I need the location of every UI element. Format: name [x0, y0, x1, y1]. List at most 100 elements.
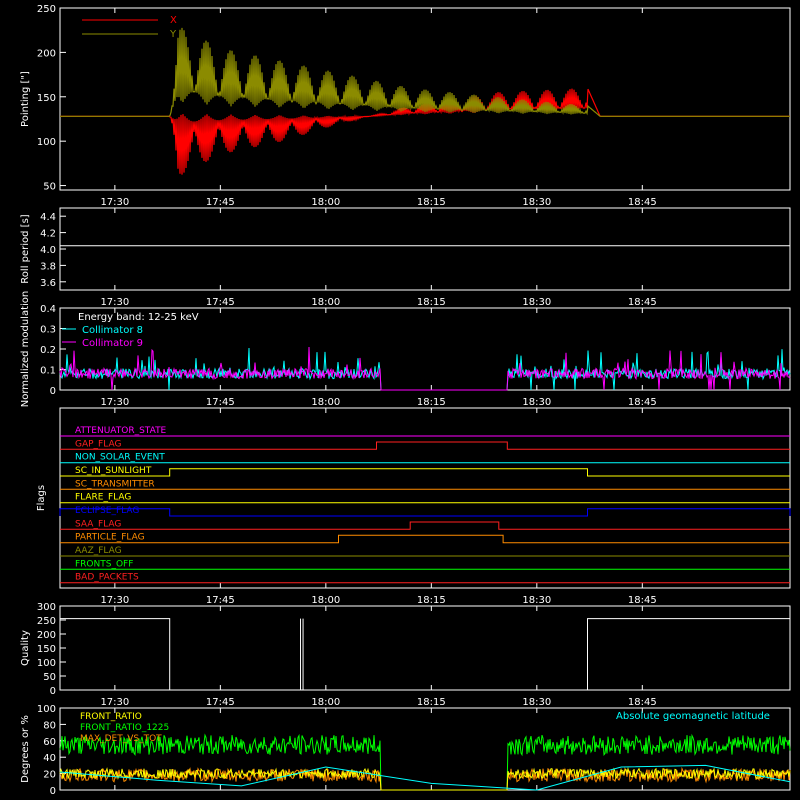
- modulation-ytick-label: 0: [50, 386, 56, 397]
- legend-y-label: Y: [169, 29, 177, 40]
- quality-ytick-label: 200: [37, 630, 56, 641]
- modulation-ylabel: Normalized modulation: [20, 291, 31, 408]
- flag-line-eclipse-flag: [59, 508, 791, 517]
- modulation-time-label: 18:30: [522, 397, 551, 408]
- roll-time-label: 17:30: [100, 297, 129, 308]
- quality-ylabel: Quality: [20, 630, 31, 666]
- ratios-ytick-label: 20: [43, 770, 56, 781]
- ratios-ylabel: Degrees or %: [20, 715, 31, 783]
- flag-line-particle-flag: [60, 534, 790, 544]
- modulation-time-label: 17:30: [100, 397, 129, 408]
- pointing-ytick-label: 100: [37, 137, 56, 148]
- flag-label: AAZ_FLAG: [75, 546, 122, 556]
- roll-ylabel: Roll period [s]: [20, 214, 31, 283]
- flags-time-label: 18:30: [522, 595, 551, 606]
- flags-time-label: 17:45: [206, 595, 235, 606]
- pointing-frame: [59, 7, 791, 191]
- quality-ytick-label: 300: [37, 602, 56, 613]
- modulation-time-label: 18:15: [417, 397, 446, 408]
- ratios-ytick-label: 80: [43, 720, 56, 731]
- pointing-ytick-label: 250: [37, 4, 56, 15]
- quality-ytick-label: 100: [37, 658, 56, 669]
- flag-line-sc-in-sunlight: [60, 468, 790, 477]
- flag-label: ECLIPSE_FLAG: [75, 506, 139, 516]
- flag-label: BAD_PACKETS: [75, 573, 139, 583]
- roll-time-label: 17:45: [206, 297, 235, 308]
- roll-time-label: 18:15: [417, 297, 446, 308]
- quality-ytick-label: 0: [50, 686, 56, 697]
- pointing-ytick-label: 150: [37, 93, 56, 104]
- flags-time-label: 18:45: [628, 595, 657, 606]
- roll-time-label: 18:30: [522, 297, 551, 308]
- quality-time-label: 18:00: [311, 697, 340, 708]
- flags-frame: [59, 407, 791, 589]
- roll-time-label: 18:00: [311, 297, 340, 308]
- pointing-ytick-label: 50: [43, 182, 56, 193]
- quality-time-label: 18:30: [522, 697, 551, 708]
- flag-label: NON_SOLAR_EVENT: [75, 453, 165, 463]
- ratios-ytick-label: 40: [43, 753, 56, 764]
- modulation-time-label: 18:00: [311, 397, 340, 408]
- pointing-time-label: 18:45: [628, 197, 657, 208]
- pointing-time-label: 17:45: [206, 197, 235, 208]
- flag-label: FLARE_FLAG: [75, 493, 131, 503]
- flags-ylabel: Flags: [36, 485, 47, 511]
- pointing-time-label: 18:15: [417, 197, 446, 208]
- roll-ytick-label: 3.6: [40, 278, 56, 289]
- quality-time-label: 17:30: [100, 697, 129, 708]
- flag-line-gap-flag: [60, 441, 790, 450]
- flags-time-label: 17:30: [100, 595, 129, 606]
- ratios-ytick-label: 60: [43, 737, 56, 748]
- pointing-y-series: [60, 27, 790, 117]
- legend-front-ratio-1225: FRONT_RATIO_1225: [80, 723, 169, 733]
- roll-time-label: 18:45: [628, 297, 657, 308]
- modulation-legend-title: Energy band: 12-25 keV: [78, 312, 199, 323]
- modulation-ytick-label: 0.4: [40, 304, 56, 315]
- modulation-ytick-label: 0.1: [40, 366, 56, 377]
- roll-ytick-label: 4.0: [40, 245, 56, 256]
- pointing-time-label: 17:30: [100, 197, 129, 208]
- quality-ytick-label: 150: [37, 644, 56, 655]
- pointing-time-label: 18:30: [522, 197, 551, 208]
- pointing-ytick-label: 200: [37, 48, 56, 59]
- flag-label: SC_IN_SUNLIGHT: [75, 466, 152, 476]
- front-ratio-series: [59, 766, 791, 791]
- ratios-ytick-label: 0: [50, 786, 56, 797]
- roll-ytick-label: 3.8: [40, 261, 56, 272]
- geomagnetic-latitude-line: [59, 764, 791, 791]
- flag-label: SC_TRANSMITTER: [75, 479, 155, 489]
- flag-label: PARTICLE_FLAG: [75, 533, 145, 543]
- quality-time-label: 18:45: [628, 697, 657, 708]
- geomagnetic-latitude-annotation: Absolute geomagnetic latitude: [616, 711, 770, 722]
- modulation-time-label: 17:45: [206, 397, 235, 408]
- quality-ytick-label: 250: [37, 616, 56, 627]
- quality-time-label: 17:45: [206, 697, 235, 708]
- quality-ytick-label: 50: [43, 672, 56, 683]
- legend-max-det: MAX_DET_VS_TOT: [80, 734, 162, 744]
- legend-c8-label: Collimator 8: [82, 325, 143, 336]
- legend-c9-label: Collimator 9: [82, 338, 143, 349]
- modulation-time-label: 18:45: [628, 397, 657, 408]
- modulation-ytick-label: 0.2: [40, 345, 56, 356]
- flags-time-label: 18:15: [417, 595, 446, 606]
- flags-time-label: 18:00: [311, 595, 340, 606]
- quality-time-label: 18:15: [417, 697, 446, 708]
- collimator-9-series: [59, 346, 791, 391]
- pointing-ylabel: Pointing ["]: [20, 71, 31, 127]
- legend-front-ratio: FRONT_RATIO: [80, 712, 142, 722]
- legend-x-label: X: [170, 15, 177, 26]
- roll-ytick-label: 4.4: [40, 212, 56, 223]
- flag-line-saa-flag: [60, 521, 790, 530]
- pointing-time-label: 18:00: [311, 197, 340, 208]
- flag-label: SAA_FLAG: [75, 519, 121, 529]
- modulation-ytick-label: 0.3: [40, 325, 56, 336]
- flag-label: ATTENUATOR_STATE: [75, 426, 167, 436]
- flag-label: GAP_FLAG: [75, 439, 121, 449]
- flag-label: FRONTS_OFF: [75, 559, 133, 569]
- ratios-ytick-label: 100: [37, 704, 56, 715]
- roll-ytick-label: 4.2: [40, 229, 56, 240]
- quality-line: [60, 618, 790, 691]
